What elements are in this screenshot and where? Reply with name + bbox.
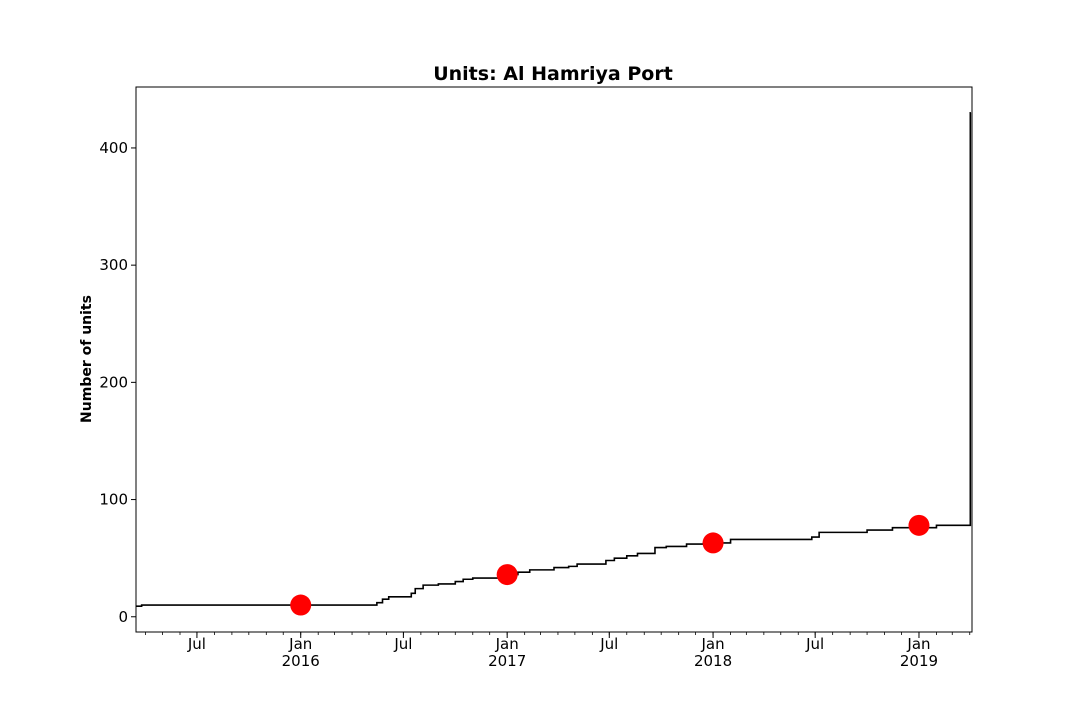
marker-point-2 <box>702 532 724 554</box>
y-tick-label-3: 300 <box>99 256 128 274</box>
marker-point-1 <box>496 564 518 586</box>
series-line-0 <box>136 111 972 608</box>
x-tick-year-label-1: 2016 <box>282 652 320 670</box>
y-axis-label: Number of units <box>79 295 95 423</box>
x-tick-label-5: Jan <box>701 635 725 653</box>
y-tick-label-1: 100 <box>99 491 128 509</box>
x-tick-year-label-7: 2019 <box>900 652 938 670</box>
x-tick-label-1: Jan <box>288 635 312 653</box>
x-tick-label-3: Jan <box>495 635 519 653</box>
x-tick-label-7: Jan <box>906 635 930 653</box>
x-tick-year-label-3: 2017 <box>488 652 526 670</box>
x-tick-label-6: Jul <box>805 635 824 653</box>
chart-title: Units: Al Hamriya Port <box>433 63 673 85</box>
y-tick-label-0: 0 <box>118 608 128 626</box>
x-tick-year-label-5: 2018 <box>694 652 732 670</box>
axes-frame <box>135 86 973 633</box>
x-tick-label-4: Jul <box>599 635 618 653</box>
y-tick-label-4: 400 <box>99 139 128 157</box>
x-tick-label-0: Jul <box>187 635 206 653</box>
y-tick-label-2: 200 <box>99 373 128 391</box>
marker-point-0 <box>290 594 312 616</box>
x-tick-label-2: Jul <box>393 635 412 653</box>
marker-point-3 <box>908 514 930 536</box>
